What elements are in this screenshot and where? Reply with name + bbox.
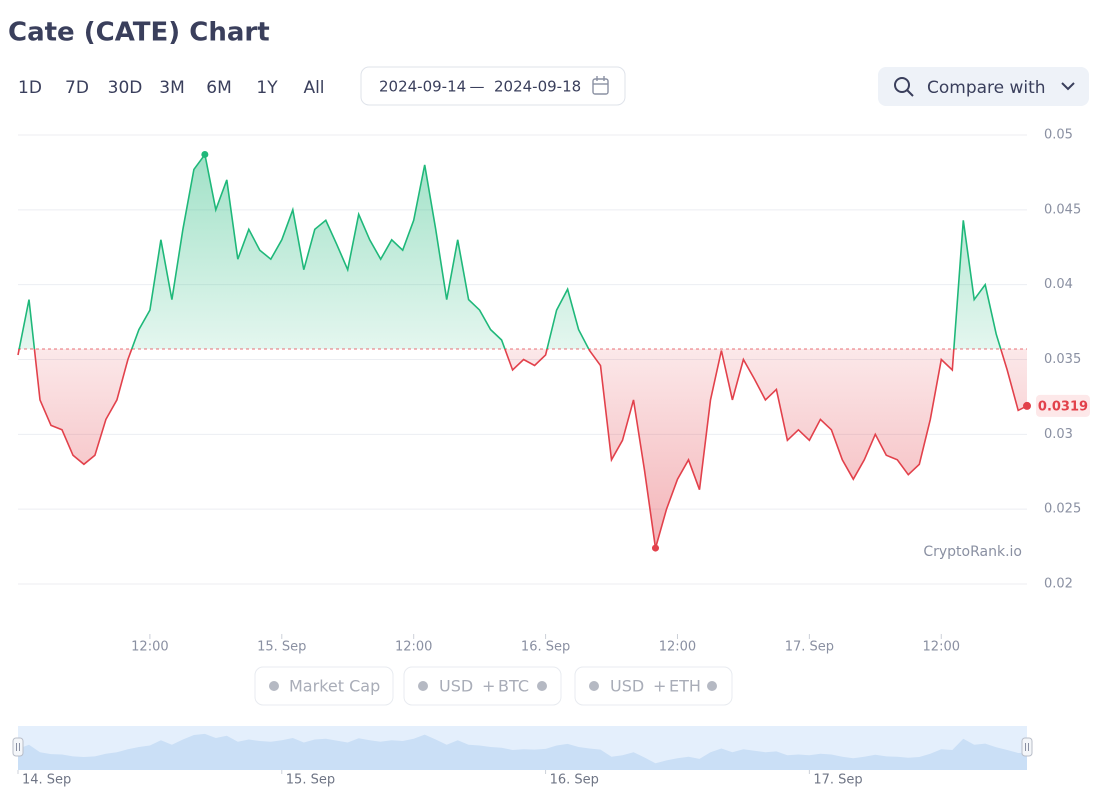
x-tick-label: 12:00: [395, 640, 432, 655]
min-marker: [651, 544, 659, 552]
navigator-tick-label: 16. Sep: [550, 773, 599, 788]
compare-button[interactable]: [878, 67, 1089, 106]
search-icon: [894, 77, 914, 97]
x-tick-label: 17. Sep: [785, 640, 834, 655]
range-button[interactable]: 1Y: [256, 78, 278, 98]
toggle-market-cap[interactable]: [254, 666, 394, 706]
toggle-label: +: [653, 677, 666, 696]
toggle-label: USD: [439, 677, 473, 696]
date-to: 2024-09-18: [494, 78, 581, 96]
x-tick-label: 15. Sep: [257, 640, 306, 655]
compare-label: Compare with: [927, 78, 1046, 98]
range-button[interactable]: 3M: [159, 78, 184, 98]
date-from: 2024-09-14: [379, 78, 466, 96]
x-tick-label: 12:00: [131, 640, 168, 655]
range-button[interactable]: 7D: [65, 78, 89, 98]
toggle-dot: [589, 681, 599, 691]
range-button[interactable]: 6M: [206, 78, 231, 98]
toggle-usd-eth[interactable]: [574, 666, 733, 706]
y-tick-label: 0.05: [1044, 128, 1073, 143]
toggle-label: ETH: [669, 677, 701, 696]
last-marker: [1023, 401, 1031, 410]
date-separator: —: [470, 78, 485, 96]
date-picker[interactable]: [360, 66, 626, 106]
toggle-label: Market Cap: [289, 677, 380, 696]
x-tick-label: 16. Sep: [521, 640, 570, 655]
price-line: [17, 152, 1028, 549]
y-tick-label: 0.04: [1044, 277, 1073, 292]
max-marker: [201, 150, 209, 158]
last-value-label: 0.0319: [1038, 399, 1088, 414]
y-tick-label: 0.03: [1044, 427, 1073, 442]
area: [18, 154, 1027, 549]
calendar-icon: [592, 76, 609, 95]
navigator-tick-label: 14. Sep: [22, 773, 71, 788]
watermark: CryptoRank.io: [923, 544, 1022, 560]
navigator-tick-label: 15. Sep: [286, 773, 335, 788]
chart-title: Cate (CATE) Chart: [8, 18, 270, 48]
range-button[interactable]: 1D: [18, 78, 42, 98]
range-button[interactable]: All: [303, 78, 324, 98]
toggle-dot: [707, 681, 717, 691]
chevron-icon: [1061, 82, 1075, 91]
last-value-box: [1036, 394, 1090, 417]
navigator-handle[interactable]: [1021, 737, 1033, 757]
toggle-label: BTC: [498, 677, 529, 696]
y-tick-label: 0.035: [1044, 352, 1081, 367]
x-tick-label: 12:00: [923, 640, 960, 655]
toggle-dot: [537, 681, 547, 691]
range-button[interactable]: 30D: [108, 78, 143, 98]
y-tick-label: 0.045: [1044, 202, 1081, 217]
navigator-tick-label: 17. Sep: [813, 773, 862, 788]
toggle-dot: [418, 681, 428, 691]
y-tick-label: 0.025: [1044, 502, 1081, 517]
toggle-label: USD: [610, 677, 644, 696]
x-tick-label: 12:00: [659, 640, 696, 655]
toggle-dot: [269, 681, 279, 691]
y-tick-label: 0.02: [1044, 577, 1073, 592]
toggle-label: +: [482, 677, 495, 696]
navigator-handle[interactable]: [12, 737, 24, 757]
toggle-usd-btc[interactable]: [403, 666, 562, 706]
navigator-area: [18, 733, 1027, 770]
